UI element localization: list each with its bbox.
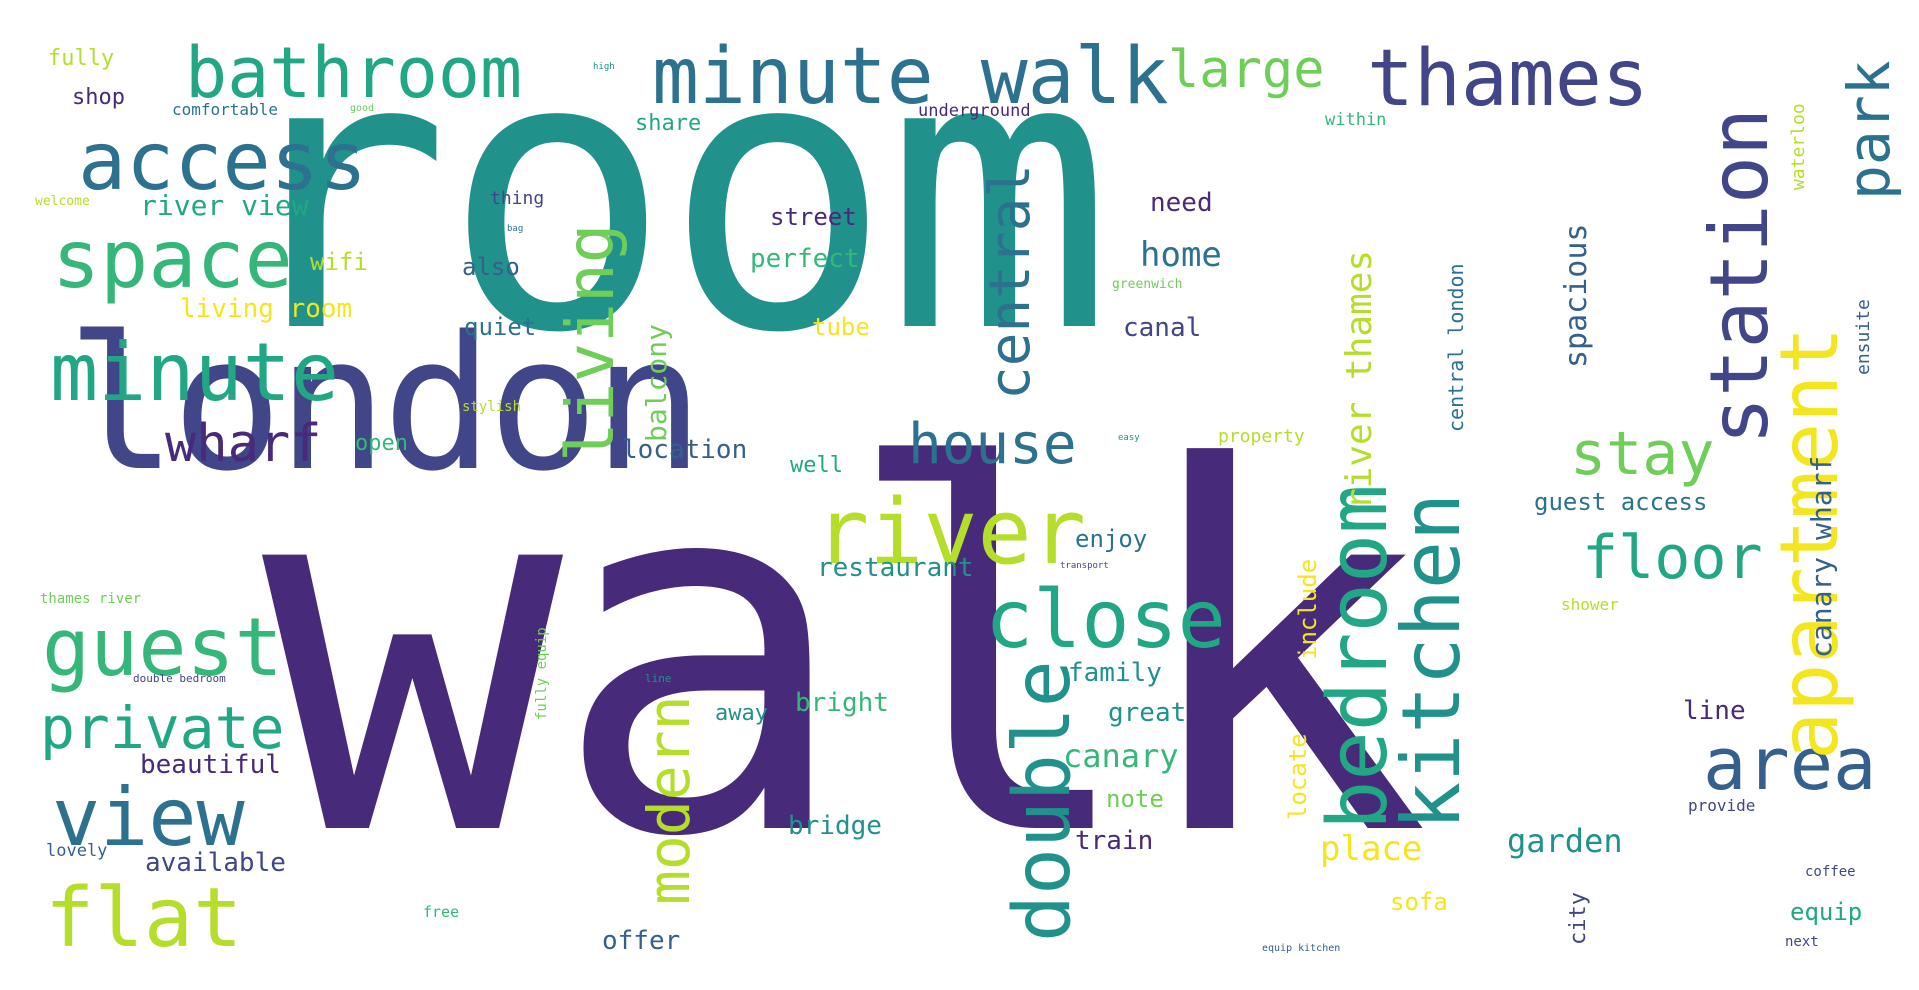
word-offer: offer <box>602 926 681 956</box>
word-central: central <box>978 163 1043 400</box>
word-river: river <box>815 480 1086 585</box>
word-canary-wharf: canary wharf <box>1805 455 1838 658</box>
word-bag: bag <box>507 224 524 234</box>
word-provide: provide <box>1688 796 1756 815</box>
word-next: next <box>1785 934 1819 950</box>
word-central-london: central london <box>1444 263 1468 432</box>
word-walk: walk <box>262 364 1430 946</box>
word-beautiful: beautiful <box>140 750 281 780</box>
word-fully-equip: fully equip <box>534 627 550 720</box>
word-canary: canary <box>1063 737 1179 775</box>
word-also: also <box>462 253 520 281</box>
word-thames: thames <box>1367 34 1649 124</box>
word-shop: shop <box>72 85 125 110</box>
word-location: location <box>622 435 748 465</box>
word-open: open <box>355 431 408 456</box>
word-room: room <box>222 0 1113 416</box>
word-fully: fully <box>48 46 115 71</box>
word-area: area <box>1703 722 1877 806</box>
word-thames-river: thames river <box>40 591 142 607</box>
word-modern: modern <box>635 695 703 905</box>
word-close: close <box>985 573 1226 666</box>
word-park: park <box>1835 60 1903 200</box>
word-greenwich: greenwich <box>1112 277 1183 292</box>
word-stylish: stylish <box>462 399 522 415</box>
word-wharf: wharf <box>165 414 322 474</box>
word-living: living <box>552 223 629 462</box>
word-floor: floor <box>1582 523 1763 593</box>
word-flat: flat <box>45 871 243 966</box>
word-locate: locate <box>1284 733 1312 820</box>
word-restaurant: restaurant <box>817 553 974 583</box>
word-balcony: balcony <box>640 323 673 442</box>
word-place: place <box>1320 829 1423 869</box>
word-comfortable: comfortable <box>172 100 278 119</box>
word-canal: canal <box>1123 313 1202 343</box>
word-available: available <box>145 848 286 878</box>
word-well: well <box>790 453 843 478</box>
word-view: view <box>52 771 245 864</box>
word-river-thames: river thames <box>1339 249 1380 510</box>
word-bathroom: bathroom <box>185 32 523 114</box>
word-good: good <box>350 103 375 114</box>
word-line: line <box>1683 696 1746 726</box>
word-property: property <box>1218 426 1305 447</box>
word-garden: garden <box>1507 822 1623 860</box>
word-underground: underground <box>918 101 1031 121</box>
word-bridge: bridge <box>788 811 882 841</box>
word-access: access <box>78 115 367 208</box>
word-sofa: sofa <box>1390 888 1448 916</box>
word-city: city <box>1566 892 1591 945</box>
word-coffee: coffee <box>1805 864 1856 880</box>
word-high: high <box>593 62 615 72</box>
word-include: include <box>1294 558 1322 660</box>
word-waterloo: waterloo <box>1788 103 1809 190</box>
word-spacious: spacious <box>1559 223 1594 369</box>
word-kitchen: kitchen <box>1385 492 1478 830</box>
word-great: great <box>1108 698 1187 728</box>
word-house: house <box>908 412 1077 477</box>
word-free: free <box>423 903 460 921</box>
word-river-view: river view <box>140 189 309 222</box>
word-welcome: welcome <box>35 194 90 209</box>
word-large: large <box>1168 40 1325 100</box>
word-stay: stay <box>1570 419 1715 489</box>
word-double: double <box>998 660 1088 942</box>
word-thing: thing <box>490 188 545 209</box>
word-perfect: perfect <box>750 244 860 274</box>
word-equip: equip <box>1790 898 1863 926</box>
word-need: need <box>1150 188 1213 218</box>
word-train: train <box>1075 826 1154 856</box>
word-wifi: wifi <box>310 248 368 276</box>
word-enjoy: enjoy <box>1075 525 1148 553</box>
word-shower: shower <box>1561 595 1619 614</box>
word-equip-kitchen: equip kitchen <box>1262 943 1341 954</box>
word-tube: tube <box>812 313 870 341</box>
word-station: station <box>1693 107 1786 445</box>
word-street: street <box>770 203 857 231</box>
word-ensuite: ensuite <box>1853 299 1874 375</box>
word-line-small: line <box>645 672 672 685</box>
word-minute-walk: minute walk <box>652 32 1169 122</box>
word-away: away <box>715 701 768 726</box>
word-london: london <box>66 296 704 512</box>
word-share: share <box>635 111 702 136</box>
word-family: family <box>1068 658 1162 688</box>
word-quiet: quiet <box>464 313 537 341</box>
word-lovely: lovely <box>46 841 108 861</box>
word-guest: guest <box>42 601 283 694</box>
word-easy: easy <box>1118 433 1140 443</box>
word-bright: bright <box>795 688 889 718</box>
word-private: private <box>40 694 285 762</box>
word-minute: minute <box>50 326 339 419</box>
word-guest-access: guest access <box>1534 488 1708 516</box>
word-transport: transport <box>1060 561 1109 571</box>
word-double-bedroom: double bedroom <box>133 672 226 685</box>
word-space: space <box>52 213 293 306</box>
word-within: within <box>1325 110 1387 130</box>
word-living-room: living room <box>180 294 353 324</box>
word-note: note <box>1106 785 1164 813</box>
word-home: home <box>1140 235 1222 275</box>
